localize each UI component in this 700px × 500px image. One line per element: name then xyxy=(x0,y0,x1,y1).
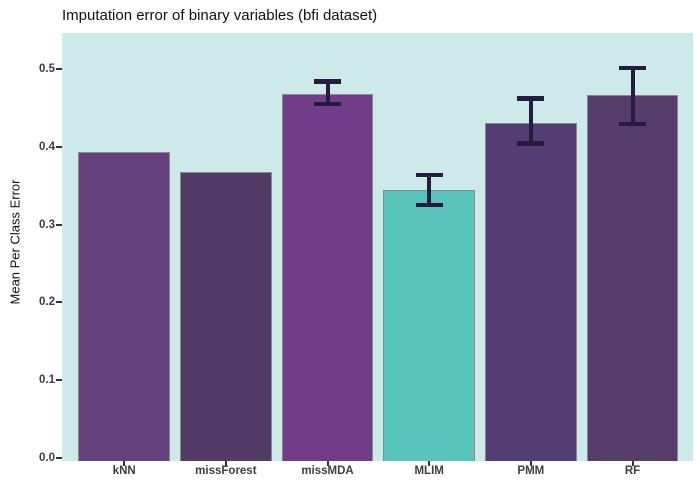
y-tick-mark xyxy=(56,68,62,70)
bar-missForest xyxy=(180,171,272,461)
errorbar-stem-PMM xyxy=(528,98,533,144)
x-tick-mark xyxy=(529,461,532,466)
x-tick-mark xyxy=(224,461,227,466)
y-tick-label-0.2: 0.2 xyxy=(39,296,55,309)
bar-kNN xyxy=(78,152,170,461)
x-tick-label-missForest: missForest xyxy=(195,465,257,477)
chart-title: Imputation error of binary variables (bf… xyxy=(62,7,378,24)
errorbar-bottom-cap-missMDA xyxy=(314,101,342,107)
x-tick-label-RF: RF xyxy=(624,465,641,477)
y-tick-label-0.5: 0.5 xyxy=(39,63,55,75)
y-tick-label-0.4: 0.4 xyxy=(39,140,55,153)
errorbar-stem-RF xyxy=(630,68,635,125)
bar-MLIM xyxy=(383,190,475,461)
x-tick-label-PMM: PMM xyxy=(517,465,545,477)
x-tick-label-MLIM: MLIM xyxy=(414,465,444,477)
y-tick-label-0.3: 0.3 xyxy=(39,218,55,231)
errorbar-bottom-cap-MLIM xyxy=(415,202,443,208)
plot-panel xyxy=(62,33,693,461)
x-tick-mark xyxy=(326,461,329,466)
errorbar-stem-MLIM xyxy=(427,174,432,206)
bar-PMM xyxy=(485,122,577,461)
y-tick-label-0.0: 0.0 xyxy=(39,452,55,464)
x-tick-mark xyxy=(123,461,126,466)
y-tick-mark xyxy=(56,457,62,459)
x-tick-label-missMDA: missMDA xyxy=(301,465,354,477)
y-tick-label-0.1: 0.1 xyxy=(39,374,55,387)
y-tick-mark xyxy=(56,145,62,148)
errorbar-top-cap-missMDA xyxy=(314,79,342,84)
errorbar-top-cap-RF xyxy=(619,65,646,71)
errorbar-stem-missMDA xyxy=(325,81,330,104)
y-axis-title: Mean Per Class Error xyxy=(7,179,23,305)
x-tick-mark xyxy=(428,461,431,466)
errorbar-top-cap-PMM xyxy=(517,96,545,101)
errorbar-bottom-cap-RF xyxy=(619,121,646,127)
y-tick-mark xyxy=(56,223,62,226)
bar-RF xyxy=(586,95,679,461)
bar-missMDA xyxy=(281,93,374,461)
y-tick-mark xyxy=(56,301,62,304)
y-tick-mark xyxy=(56,379,62,382)
errorbar-bottom-cap-PMM xyxy=(517,141,545,146)
errorbar-top-cap-MLIM xyxy=(415,172,443,178)
x-tick-mark xyxy=(631,461,634,466)
x-tick-label-kNN: kNN xyxy=(112,465,136,477)
